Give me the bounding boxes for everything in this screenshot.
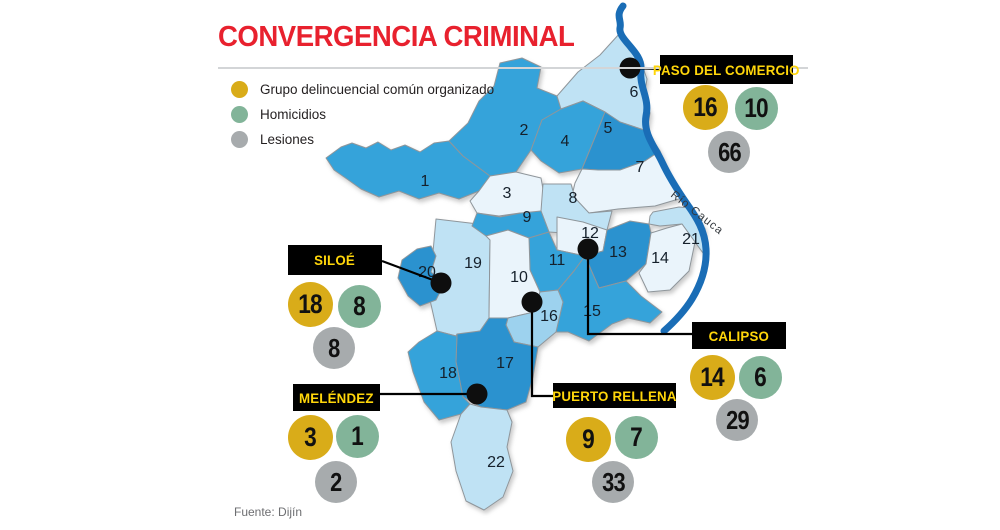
- stat-value: 7: [630, 422, 644, 452]
- district-shapes: [325, 32, 706, 511]
- connector-calipso: [586, 249, 692, 336]
- legend-item-label: Lesiones: [260, 131, 315, 147]
- district-label-11: 11: [549, 252, 566, 269]
- stat-value: 6: [754, 362, 768, 392]
- connector-puerto-rellena: [530, 302, 553, 398]
- stat-melendez-grupo: 3: [288, 415, 333, 460]
- district-label-14: 14: [651, 250, 669, 267]
- callout-label: SILOÉ: [314, 252, 356, 268]
- district-shape-22: [450, 403, 514, 511]
- header-divider: [218, 67, 808, 69]
- stat-value: 14: [700, 362, 725, 392]
- grupo-color-dot-icon: [231, 80, 248, 98]
- stat-value: 9: [582, 424, 596, 454]
- stat-paso-homicidios: 10: [735, 87, 778, 130]
- legend-item-lesiones: Lesiones: [231, 129, 494, 149]
- callout-label: MELÉNDEZ: [299, 389, 374, 406]
- stat-melendez-homicidios: 1: [336, 415, 379, 458]
- callout-paso-del-comercio: PASO DEL COMERCIO: [653, 55, 800, 84]
- stat-puerto-homicidios: 7: [615, 416, 658, 459]
- callout-siloe: SILOÉ: [288, 245, 382, 275]
- callout-label: CALIPSO: [708, 327, 770, 344]
- stat-value: 16: [693, 92, 718, 122]
- district-label-19: 19: [464, 255, 482, 272]
- stat-value: 2: [330, 466, 342, 497]
- map-marker-calipso: [577, 238, 599, 260]
- district-label-21: 21: [682, 231, 700, 248]
- legend-item-grupo: Grupo delincuencial común organizado: [231, 79, 494, 99]
- stat-calipso-lesiones: 29: [716, 399, 758, 441]
- stat-siloe-homicidios: 8: [338, 285, 381, 328]
- district-label-7: 7: [636, 159, 645, 176]
- stat-value: 66: [717, 136, 741, 167]
- district-label-10: 10: [510, 269, 528, 286]
- district-shape-2: [448, 57, 562, 177]
- district-label-18: 18: [439, 365, 457, 382]
- stat-value: 29: [725, 404, 749, 435]
- district-label-1: 1: [421, 173, 430, 190]
- callout-label: PUERTO RELLENA: [552, 387, 677, 404]
- lesiones-color-dot-icon: [231, 130, 248, 148]
- district-label-16: 16: [540, 308, 558, 325]
- stat-paso-grupo: 16: [683, 85, 728, 130]
- map-marker-melendez: [466, 383, 488, 405]
- rio-cauca-river: [615, 2, 710, 335]
- legend: Grupo delincuencial común organizado Hom…: [231, 79, 494, 154]
- stat-value: 33: [601, 466, 625, 497]
- stat-value: 3: [304, 422, 318, 452]
- legend-item-label: Homicidios: [260, 106, 327, 122]
- stat-value: 10: [744, 93, 769, 123]
- district-label-4: 4: [561, 133, 570, 150]
- callout-melendez: MELÉNDEZ: [293, 384, 380, 411]
- district-label-12: 12: [581, 225, 599, 242]
- callout-calipso: CALIPSO: [692, 322, 786, 349]
- stat-value: 8: [353, 291, 367, 321]
- stat-value: 8: [328, 332, 340, 363]
- page-title: CONVERGENCIA CRIMINAL: [218, 21, 575, 53]
- callout-label: PASO DEL COMERCIO: [653, 61, 800, 78]
- map-marker-puerto-rellena: [521, 291, 543, 313]
- district-label-15: 15: [583, 303, 601, 320]
- stat-melendez-lesiones: 2: [315, 461, 357, 503]
- district-label-3: 3: [503, 185, 512, 202]
- map-marker-siloe: [430, 272, 452, 294]
- district-label-6: 6: [630, 84, 639, 101]
- stat-calipso-grupo: 14: [690, 355, 735, 400]
- stat-siloe-lesiones: 8: [313, 327, 355, 369]
- district-shape-14: [638, 223, 696, 293]
- district-label-17: 17: [496, 355, 514, 372]
- stat-value: 18: [298, 289, 323, 319]
- stat-value: 1: [351, 421, 365, 451]
- district-label-9: 9: [523, 209, 532, 226]
- callout-puerto-rellena: PUERTO RELLENA: [552, 383, 677, 408]
- source-credit: Fuente: Dijín: [234, 505, 303, 519]
- stat-puerto-grupo: 9: [566, 417, 611, 462]
- callout-connectors: [380, 57, 692, 405]
- homicidios-color-dot-icon: [231, 105, 248, 123]
- district-label-5: 5: [604, 120, 613, 137]
- district-label-22: 22: [487, 454, 505, 471]
- stat-calipso-homicidios: 6: [739, 356, 782, 399]
- stat-siloe-grupo: 18: [288, 282, 333, 327]
- stat-paso-lesiones: 66: [708, 131, 750, 173]
- stat-puerto-lesiones: 33: [592, 461, 634, 503]
- legend-item-label: Grupo delincuencial común organizado: [260, 81, 495, 97]
- district-label-8: 8: [569, 190, 578, 207]
- legend-item-homicidios: Homicidios: [231, 104, 494, 124]
- district-label-13: 13: [609, 244, 627, 261]
- district-shape-15: [555, 255, 663, 342]
- district-label-2: 2: [520, 122, 529, 139]
- district-labels: 1 2 3 4 5 6 7 8 9 10 11 12 13 14 15 16 1…: [418, 84, 700, 471]
